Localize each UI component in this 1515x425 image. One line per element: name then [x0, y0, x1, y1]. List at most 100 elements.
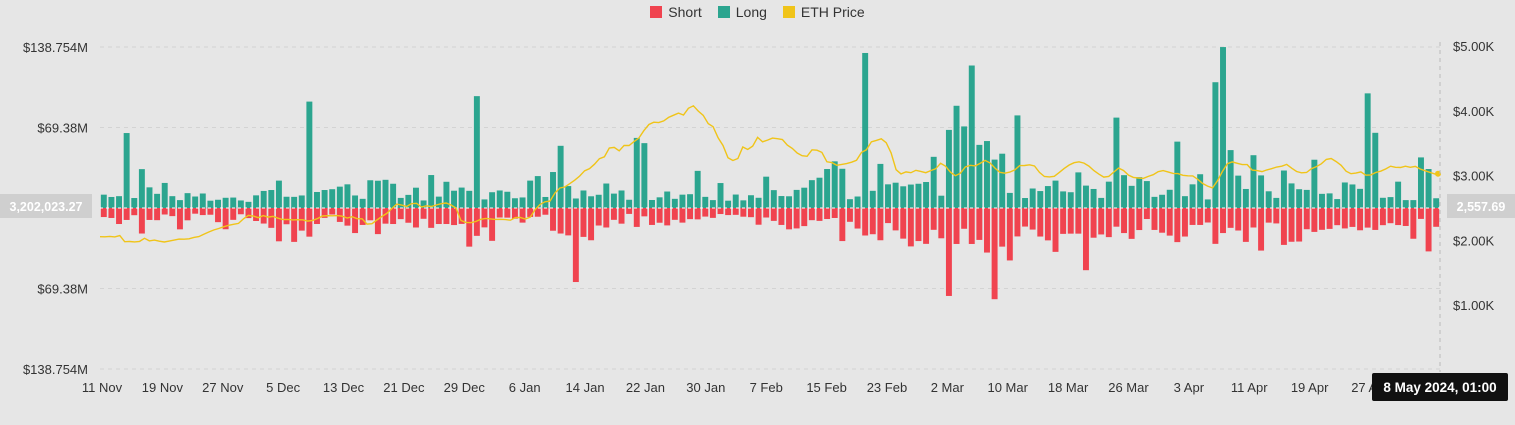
bar-short: [907, 208, 914, 247]
bar-short: [984, 208, 990, 253]
bar-long: [626, 199, 633, 208]
bar-short: [930, 208, 937, 230]
bar-short: [1265, 208, 1272, 223]
bar-short: [542, 208, 549, 215]
bar-short: [367, 208, 374, 221]
bar-long: [1387, 197, 1394, 208]
x-axis-tick-label: 18 Mar: [1048, 380, 1089, 395]
bar-short: [1181, 208, 1188, 237]
bar-long: [572, 198, 579, 208]
x-axis-tick-label: 29 Dec: [444, 380, 486, 395]
bar-long: [222, 197, 229, 208]
bar-long: [961, 126, 968, 208]
bar-short: [1082, 208, 1089, 271]
bar-short: [253, 208, 260, 221]
bar-long: [1334, 199, 1341, 208]
legend-label-short: Short: [668, 4, 702, 20]
bar-short: [207, 208, 214, 215]
bar-short: [519, 208, 526, 223]
bar-long: [412, 187, 419, 208]
bar-short: [390, 208, 397, 225]
bar-long: [603, 183, 610, 208]
bar-long: [504, 191, 511, 208]
bar-short: [1387, 208, 1394, 224]
bar-short: [146, 208, 153, 220]
bar-long: [747, 195, 754, 208]
legend-item-short[interactable]: Short: [650, 4, 702, 20]
bar-long: [968, 65, 975, 208]
bar-long: [268, 190, 275, 208]
legend-item-eth-price[interactable]: ETH Price: [782, 4, 865, 20]
bar-long: [702, 196, 709, 208]
x-axis-tick-label: 3 Apr: [1174, 380, 1205, 395]
bar-short: [420, 208, 427, 219]
bar-long: [831, 161, 838, 208]
x-axis-tick-label: 2 Mar: [931, 380, 965, 395]
x-axis-tick-label: 23 Feb: [867, 380, 907, 395]
bar-long: [435, 196, 442, 208]
bar-long: [580, 190, 587, 208]
bar-short: [938, 208, 945, 239]
bar-short: [846, 208, 853, 222]
x-axis-tick-label: 7 Feb: [750, 380, 783, 395]
bar-short: [626, 208, 633, 214]
bar-long: [283, 196, 290, 208]
bar-long: [1044, 186, 1051, 208]
bar-long: [215, 199, 221, 208]
bar-long: [877, 163, 884, 208]
bar-short: [1128, 208, 1135, 239]
bar-short: [176, 208, 183, 230]
bar-long: [1189, 184, 1196, 208]
legend-item-long[interactable]: Long: [717, 4, 767, 20]
bar-long: [999, 153, 1006, 208]
bar-long: [1227, 150, 1234, 208]
bar-short: [877, 208, 884, 241]
bar-long: [1075, 172, 1082, 208]
x-axis-tick-label: 11 Apr: [1231, 380, 1268, 395]
bar-short: [275, 208, 282, 242]
bar-short: [717, 208, 724, 215]
bar-short: [1364, 208, 1371, 228]
bar-short: [306, 208, 313, 237]
x-axis-tick-label: 19 Apr: [1291, 380, 1329, 395]
bar-long: [778, 196, 785, 208]
bar-short: [1326, 208, 1333, 229]
x-axis-tick-label: 10 Mar: [987, 380, 1028, 395]
bar-long: [420, 200, 427, 208]
bar-short: [359, 208, 366, 225]
bar-short: [610, 208, 617, 220]
bar-long: [108, 196, 115, 208]
bar-long: [1311, 159, 1318, 208]
bar-long: [1349, 184, 1356, 208]
bar-long: [854, 196, 861, 208]
bar-short: [816, 208, 823, 221]
bar-long: [481, 199, 488, 208]
bar-short: [100, 208, 107, 218]
bar-long: [374, 180, 381, 208]
bar-short: [527, 208, 534, 217]
bar-short: [1258, 208, 1265, 251]
bar-long: [1326, 193, 1333, 208]
bar-short: [397, 208, 404, 220]
legend-label-eth-price: ETH Price: [800, 4, 865, 20]
bar-short: [633, 208, 640, 227]
bar-short: [1174, 208, 1181, 243]
bar-long: [641, 143, 648, 208]
bar-long: [1006, 192, 1013, 208]
bar-long: [496, 190, 503, 208]
bar-short: [405, 208, 412, 223]
bar-long: [336, 186, 343, 208]
bar-short: [123, 208, 130, 220]
bar-short: [428, 208, 435, 228]
bar-long: [306, 101, 313, 208]
bar-long: [976, 144, 983, 208]
bar-short: [1334, 208, 1341, 226]
bar-long: [656, 197, 663, 208]
bar-short: [565, 208, 572, 236]
bar-long: [816, 177, 823, 208]
bar-short: [473, 208, 480, 236]
bar-short: [572, 208, 579, 283]
bar-short: [291, 208, 298, 242]
bar-long: [671, 198, 678, 208]
